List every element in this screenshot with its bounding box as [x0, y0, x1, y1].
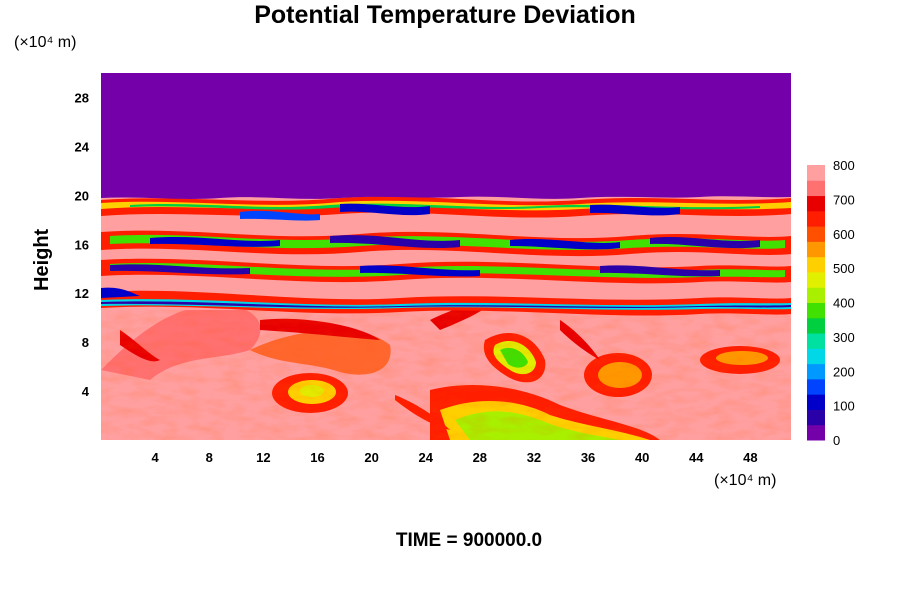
colorbar-segment [807, 424, 825, 441]
colorbar-segment [807, 287, 825, 303]
y-tick-label: 4 [82, 384, 90, 399]
x-tick-label: 32 [527, 450, 541, 465]
x-tick-label: 4 [152, 450, 160, 465]
colorbar-segment [807, 348, 825, 365]
x-tick-label: 20 [364, 450, 378, 465]
colorbar-tick-label: 400 [833, 296, 855, 311]
upper-region [101, 73, 791, 199]
colorbar-tick-label: 600 [833, 227, 855, 242]
colorbar-segment [807, 409, 825, 426]
x-tick-label: 44 [689, 450, 704, 465]
y-tick-label: 16 [75, 237, 89, 252]
colorbar-segment [807, 271, 825, 288]
y-tick-label: 24 [75, 139, 90, 154]
colorbar-segment [807, 333, 825, 349]
colorbar-segment [807, 165, 825, 181]
colorbar-segment [807, 378, 825, 395]
colorbar-tick-label: 800 [833, 158, 855, 173]
colorbar-segment [807, 210, 825, 227]
colorbar-segment [807, 226, 825, 242]
x-tick-label: 12 [256, 450, 270, 465]
heatmap-field [101, 73, 791, 440]
x-tick-label: 24 [418, 450, 433, 465]
chart-title: Potential Temperature Deviation [254, 1, 636, 29]
colorbar: 0 100 200 300 400 500 600 700 800 [807, 158, 855, 448]
colorbar-tick-label: 500 [833, 261, 855, 276]
x-axis-unit: (×10⁴ m) [714, 472, 777, 489]
x-tick-label: 28 [473, 450, 487, 465]
colorbar-tick-label: 0 [833, 433, 840, 448]
y-tick-label: 12 [75, 286, 89, 301]
noise-overlay [101, 300, 791, 440]
x-tick-label: 48 [743, 450, 757, 465]
y-tick-label: 8 [82, 335, 89, 350]
y-tick-label: 20 [75, 188, 89, 203]
colorbar-segment [807, 394, 825, 410]
colorbar-segment [807, 363, 825, 380]
colorbar-segment [807, 180, 825, 197]
colorbar-tick-label: 200 [833, 364, 855, 379]
colorbar-segment [807, 241, 825, 258]
layered-band [101, 195, 791, 316]
colorbar-segment [807, 256, 825, 273]
y-axis-unit: (×10⁴ m) [14, 34, 77, 51]
colorbar-segment [807, 302, 825, 319]
colorbar-segment [807, 195, 825, 212]
y-axis: 4 8 12 16 20 24 28 [75, 90, 90, 399]
x-tick-label: 40 [635, 450, 649, 465]
colorbar-tick-label: 300 [833, 330, 855, 345]
colorbar-segment [807, 317, 825, 334]
colorbar-tick-label: 700 [833, 192, 855, 207]
x-tick-label: 36 [581, 450, 595, 465]
x-tick-label: 8 [206, 450, 213, 465]
y-tick-label: 28 [75, 90, 89, 105]
time-label: TIME = 900000.0 [395, 530, 543, 551]
x-axis: 4 8 12 16 20 24 28 32 36 40 44 48 [152, 450, 758, 465]
x-tick-label: 16 [310, 450, 324, 465]
colorbar-tick-label: 100 [833, 399, 855, 414]
